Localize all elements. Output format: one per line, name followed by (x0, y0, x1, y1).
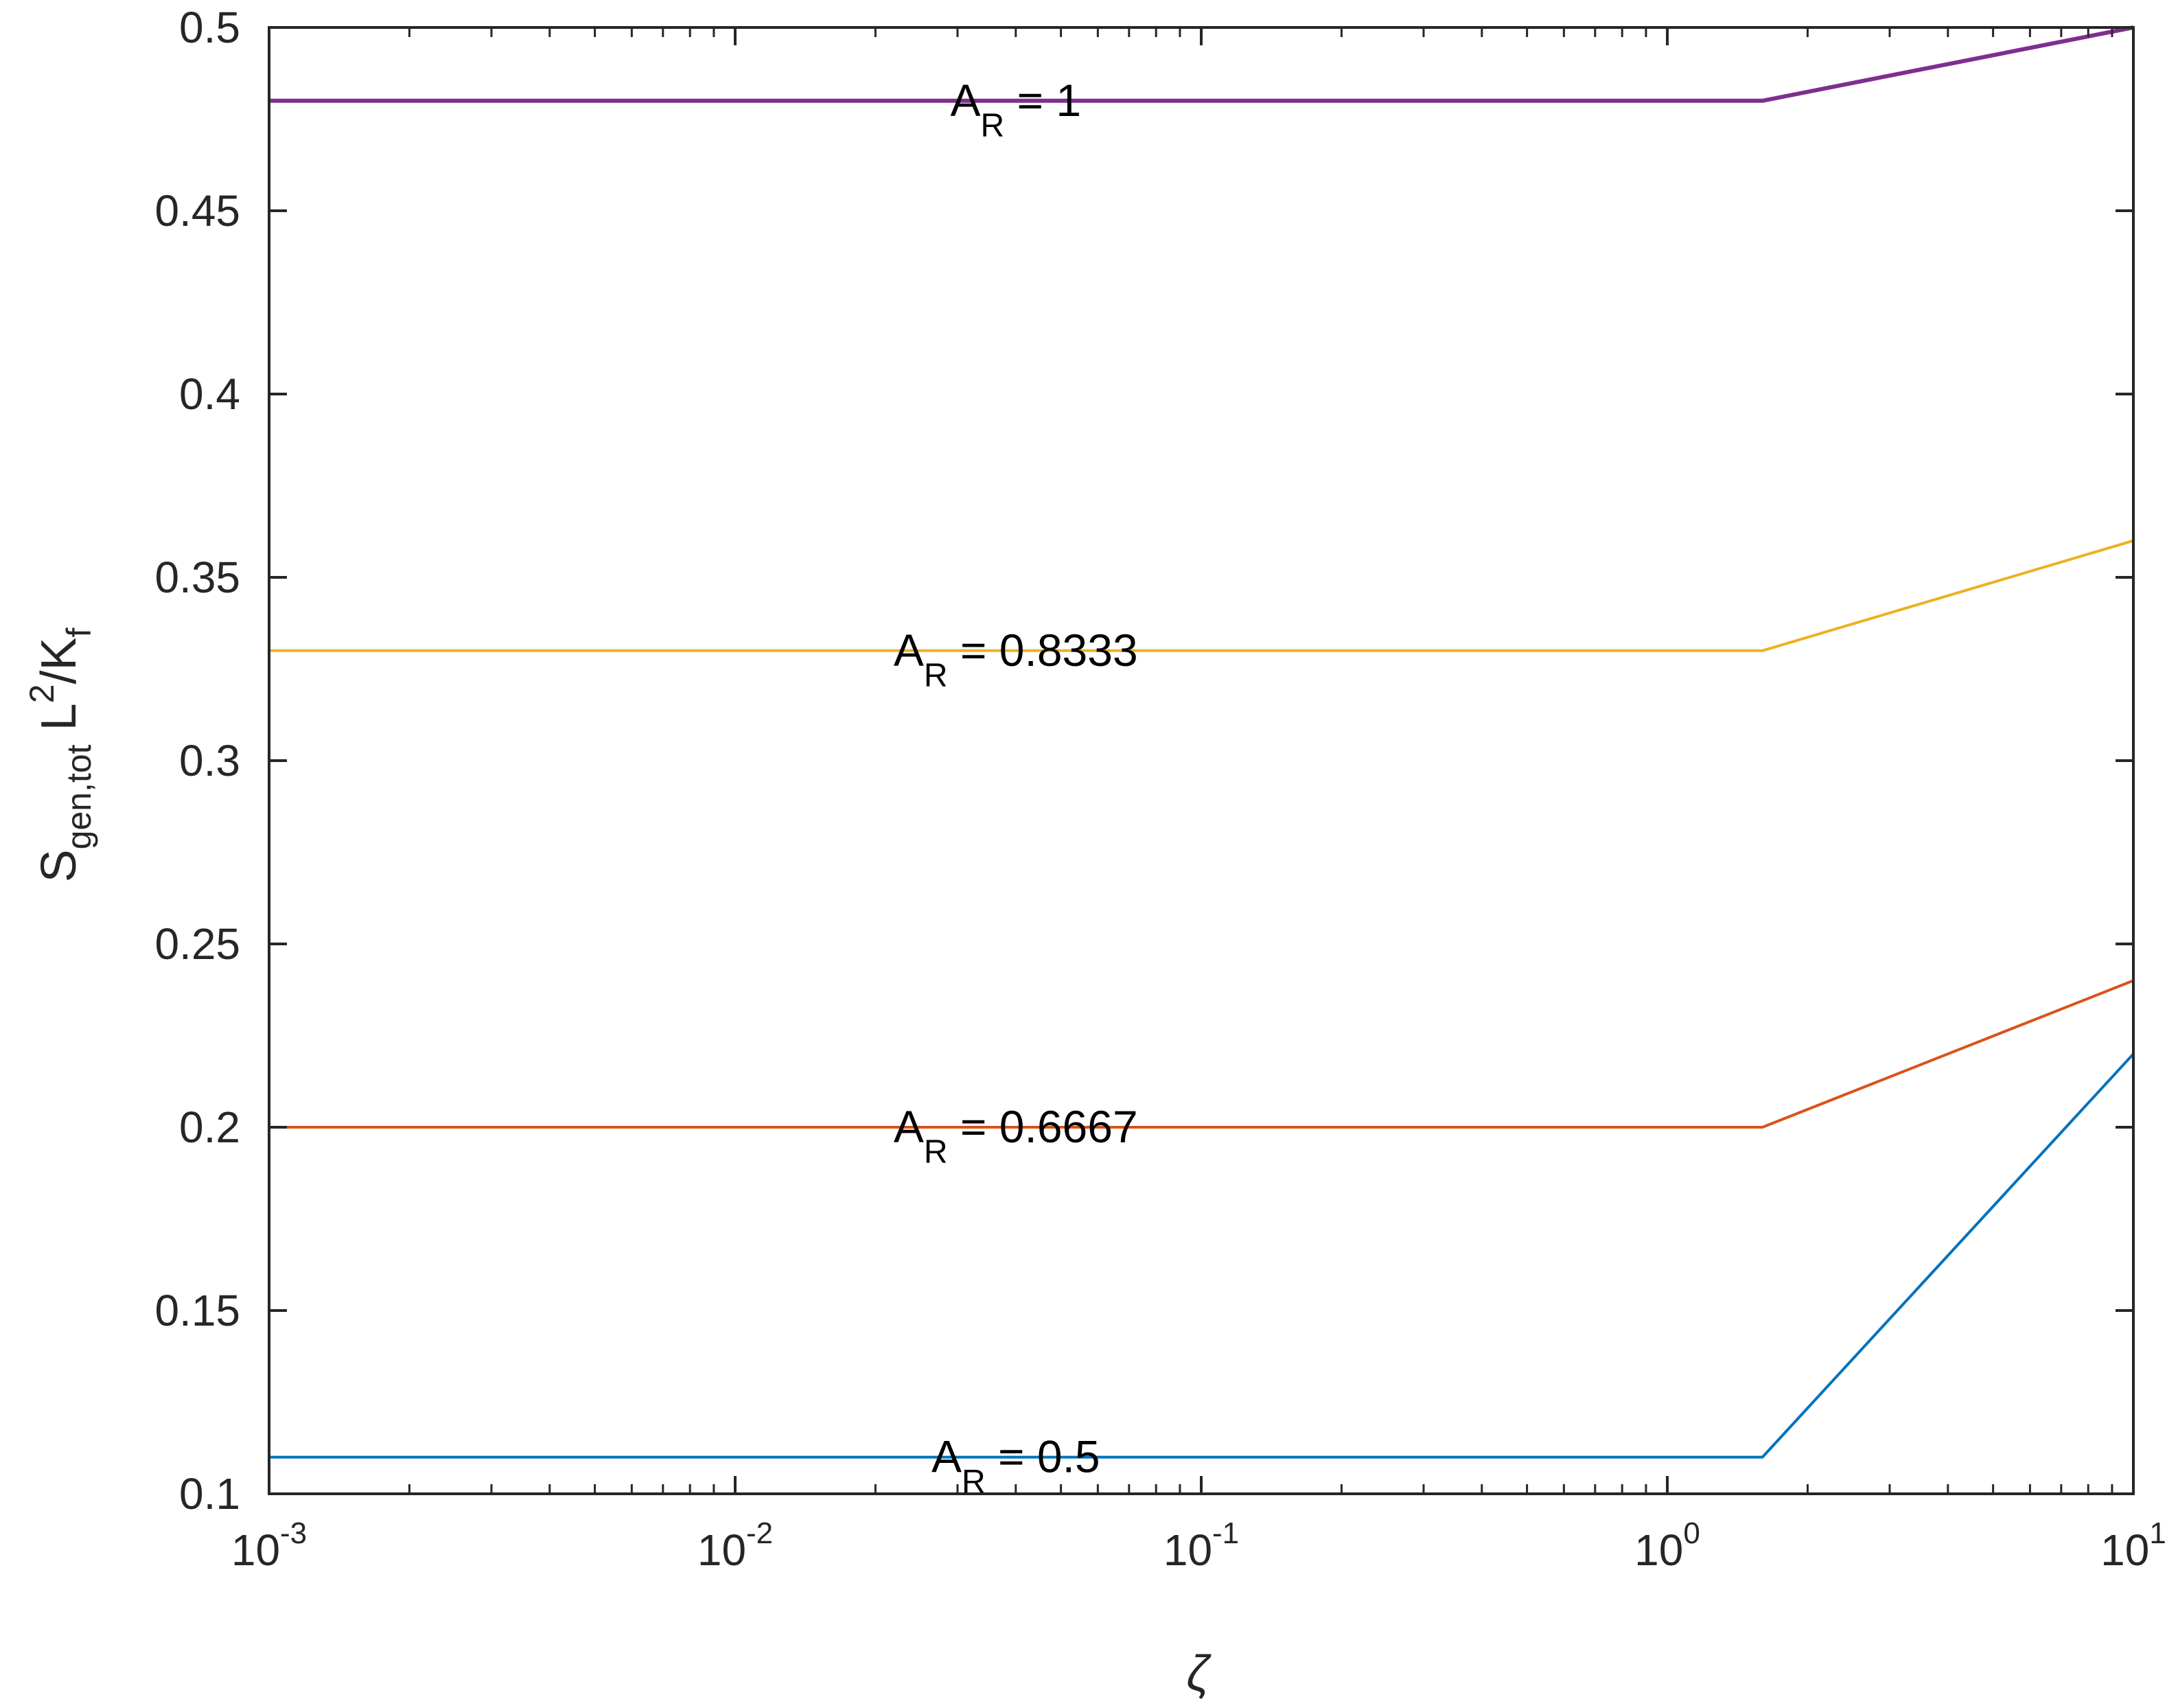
series-label-2: AR = 0.8333 (894, 625, 1138, 694)
y-tick-label-4: 0.3 (179, 736, 240, 785)
y-tick-label-7: 0.45 (154, 186, 240, 235)
y-tick-label-1: 0.15 (154, 1286, 240, 1335)
x-tick-label-4: 101 (2100, 1516, 2166, 1575)
x-tick-label-3: 100 (1634, 1516, 1700, 1575)
y-tick-label-8: 0.5 (179, 3, 240, 52)
series-group (269, 25, 2135, 1459)
ticks-group: 10-3 10-2 10-1 100 101 0.1 0.15 0.2 0.25 0.3 0.35 0… (154, 3, 2166, 1575)
y-tick-label-0: 0.1 (179, 1469, 240, 1519)
x-axis-label: ζ (1186, 1646, 1212, 1701)
series-line-1 (269, 979, 2134, 1129)
x-tick-label-1: 10-2 (697, 1516, 773, 1575)
y-tick-label-3: 0.25 (154, 919, 240, 969)
series-line-3 (269, 25, 2134, 103)
y-tick-label-5: 0.35 (154, 553, 240, 602)
x-tick-label-0: 10-3 (231, 1516, 307, 1575)
series-label-3: AR = 1 (950, 75, 1081, 144)
x-tick-label-2: 10-1 (1163, 1516, 1239, 1575)
series-line-0 (269, 1052, 2135, 1459)
y-tick-label-6: 0.4 (179, 369, 240, 419)
plot-frame (268, 26, 2135, 1495)
y-axis-label: Sgen,tot L2/Kf (23, 628, 98, 883)
series-label-0: AR = 0.5 (931, 1431, 1100, 1501)
series-labels: AR = 0.5 AR = 0.6667 AR = 0.8333 AR = 1 (894, 75, 1138, 1501)
series-label-1: AR = 0.6667 (894, 1101, 1138, 1170)
y-tick-label-2: 0.2 (179, 1103, 240, 1152)
series-line-2 (269, 539, 2134, 652)
